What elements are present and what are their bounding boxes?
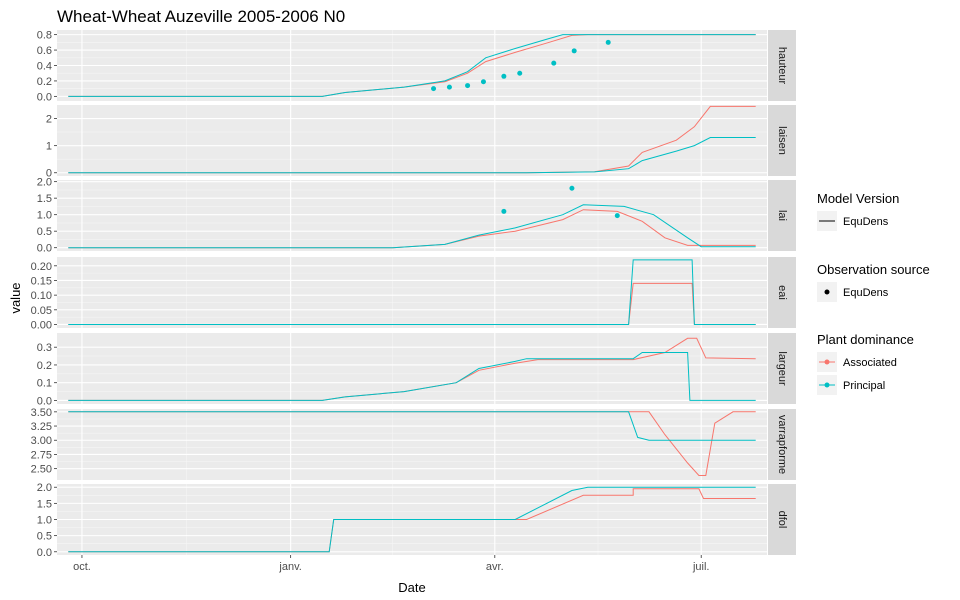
y-tick-label: 0.05 <box>31 305 52 317</box>
y-tick-label: 1.0 <box>37 515 52 527</box>
y-tick-label: 0.15 <box>31 275 52 287</box>
legend-item-principal: Principal <box>843 380 885 392</box>
y-tick-label: 0.2 <box>37 76 52 88</box>
y-tick-label: 0.6 <box>37 45 52 57</box>
y-tick-label: 1.5 <box>37 498 52 510</box>
panel-eai: 0.00 0.05 0.10 0.15 0.20 eai <box>31 257 796 331</box>
panel-background <box>57 333 767 404</box>
observation-point <box>431 86 437 92</box>
x-tick-label: juil. <box>692 561 710 573</box>
y-tick-label: 0.0 <box>37 91 52 103</box>
panel-background <box>57 105 767 176</box>
panel-background <box>57 257 767 328</box>
legend: Model Version EquDens Observation source Eq… <box>817 191 930 395</box>
observation-point <box>501 208 507 214</box>
strip-background <box>768 30 796 101</box>
legend-item-associated: Associated <box>843 357 897 369</box>
observation-point <box>571 48 577 54</box>
x-tick-label: avr. <box>486 561 504 573</box>
panel-dfol: 0.0 0.5 1.0 1.5 2.0 dfol <box>37 482 796 559</box>
series-line-principal <box>68 204 756 249</box>
observation-point <box>517 70 523 76</box>
strip-label-eai: eai <box>776 285 788 300</box>
observation-point <box>614 213 620 219</box>
chart-title: Wheat-Wheat Auzeville 2005-2006 N0 <box>57 7 345 26</box>
y-tick-label: 2.50 <box>31 464 52 476</box>
strip-background <box>768 409 796 480</box>
y-tick-label: 0.0 <box>37 243 52 255</box>
x-tick-label: janv. <box>278 561 301 573</box>
y-tick-label: 3.00 <box>31 435 52 447</box>
y-axis-title: value <box>8 282 23 313</box>
legend-title-plant-dominance: Plant dominance <box>817 332 914 347</box>
y-tick-label: 1.0 <box>37 210 52 222</box>
strip-background <box>768 180 796 251</box>
panel-largeur: 0.0 0.1 0.2 0.3 largeur <box>37 333 796 407</box>
strip-label-lai: lai <box>776 210 788 221</box>
y-tick-label: 0.0 <box>37 395 52 407</box>
panel-background <box>57 409 767 480</box>
observation-point <box>569 185 575 191</box>
strip-label-dfol: dfol <box>776 511 788 529</box>
y-tick-label: 0.20 <box>31 261 52 273</box>
y-tick-label: 0.10 <box>31 290 52 302</box>
strip-background <box>768 105 796 176</box>
y-tick-label: 0.8 <box>37 30 52 42</box>
legend-title-model-version: Model Version <box>817 191 899 206</box>
y-tick-label: 0 <box>46 168 52 180</box>
y-tick-label: 3.25 <box>31 421 52 433</box>
x-axis: oct. janv. avr. juil. <box>73 555 709 573</box>
y-tick-label: 0.5 <box>37 226 52 238</box>
strip-background <box>768 257 796 328</box>
y-tick-label: 0.2 <box>37 360 52 372</box>
legend-item-label: EquDens <box>843 287 889 299</box>
series-line-principal <box>68 34 756 97</box>
x-tick-label: oct. <box>73 561 91 573</box>
series-line-principal <box>68 411 756 441</box>
panel-background <box>57 180 767 251</box>
y-tick-label: 2.75 <box>31 449 52 461</box>
series-line-principal <box>68 259 756 325</box>
observation-point <box>465 83 471 89</box>
legend-key-point <box>824 382 830 388</box>
y-tick-label: 0.5 <box>37 531 52 543</box>
y-tick-label: 0.4 <box>37 61 52 73</box>
strip-label-hauteur: hauteur <box>776 47 788 85</box>
panel-varrapforme: 2.50 2.75 3.00 3.25 3.50 varrapforme <box>31 407 796 480</box>
strip-label-largeur: largeur <box>776 351 788 386</box>
observation-point <box>501 73 507 79</box>
y-tick-label: 2.0 <box>37 177 52 189</box>
legend-key-point <box>824 289 830 295</box>
panel-laisen: 0 1 2 laisen <box>46 105 796 180</box>
observation-point <box>605 39 611 45</box>
y-tick-label: 3.50 <box>31 407 52 419</box>
series-line-principal <box>68 486 756 553</box>
series-line-principal <box>68 137 756 174</box>
y-tick-label: 2 <box>46 114 52 126</box>
series-line-principal <box>68 352 756 401</box>
panel-lai: 0.0 0.5 1.0 1.5 2.0 lai <box>37 177 796 255</box>
strip-background <box>768 333 796 404</box>
strip-background <box>768 484 796 555</box>
y-tick-label: 0.3 <box>37 342 52 354</box>
x-axis-title: Date <box>398 580 425 595</box>
panel-hauteur: 0.0 0.2 0.4 0.6 0.8 hauteur <box>37 30 796 103</box>
y-tick-label: 2.0 <box>37 482 52 494</box>
observation-point <box>446 84 452 90</box>
legend-item-label: EquDens <box>843 216 889 228</box>
y-tick-label: 0.1 <box>37 378 52 390</box>
facet-panels: 0.0 0.2 0.4 0.6 0.8 hauteur 0 1 2 laisen 0.0 0.5 1.0… <box>31 30 796 559</box>
y-tick-label: 1.5 <box>37 193 52 205</box>
observation-point <box>480 79 486 85</box>
y-tick-label: 1 <box>46 141 52 153</box>
strip-label-varrapforme: varrapforme <box>776 415 788 474</box>
legend-key-point <box>824 359 830 365</box>
strip-label-laisen: laisen <box>776 126 788 155</box>
legend-title-observation-source: Observation source <box>817 262 930 277</box>
y-tick-label: 0.00 <box>31 319 52 331</box>
y-tick-label: 0.0 <box>37 547 52 559</box>
series-line-associated <box>68 411 756 476</box>
observation-point <box>551 60 557 66</box>
